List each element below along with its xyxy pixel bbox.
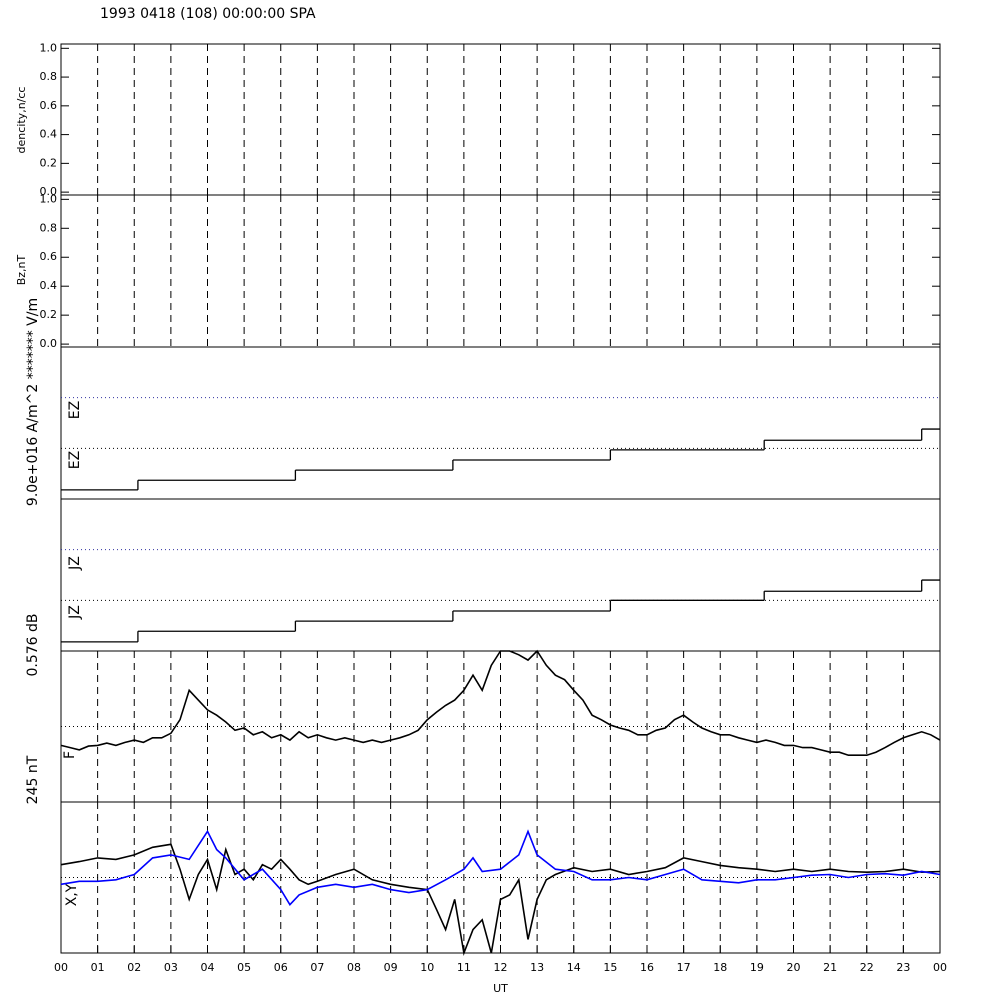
data-line: [60, 829, 941, 907]
y-tick-label: 0.8: [40, 221, 58, 234]
data-line: [60, 843, 941, 956]
y-axis-label: 0.576 dB: [25, 613, 41, 676]
x-tick-label: 20: [787, 961, 801, 974]
x-tick-label: 10: [420, 961, 434, 974]
x-tick-label: 14: [567, 961, 581, 974]
y-axis-label: dencity,n/cc: [15, 87, 28, 154]
x-tick-label: 00: [933, 961, 947, 974]
x-tick-label: 03: [164, 961, 178, 974]
y-tick-label: 0.8: [40, 70, 58, 83]
x-tick-label: 18: [713, 961, 727, 974]
panel-label: JZ: [67, 556, 83, 571]
panel-label: EZ: [67, 451, 83, 469]
y-tick-label: 0.4: [40, 128, 58, 141]
x-axis-label: UT: [493, 982, 508, 995]
y-tick-label: 0.2: [40, 308, 58, 321]
y-tick-label: 1.0: [40, 41, 58, 54]
x-tick-label: 21: [823, 961, 837, 974]
y-axis-label: Bz,nT: [15, 254, 28, 285]
y-tick-label: 0.4: [40, 279, 58, 292]
panel-frame: [60, 498, 941, 652]
x-tick-label: 02: [127, 961, 141, 974]
x-tick-label: 17: [677, 961, 691, 974]
x-tick-label: 11: [457, 961, 471, 974]
x-tick-label: 08: [347, 961, 361, 974]
panel-label: X,Y: [64, 883, 80, 906]
x-tick-label: 16: [640, 961, 654, 974]
x-tick-label: 19: [750, 961, 764, 974]
y-axis-label: 9.0e+016 A/m^2 ******* V/m: [25, 298, 41, 506]
x-tick-label: 01: [91, 961, 105, 974]
y-tick-label: 0.0: [40, 337, 58, 350]
y-axis-label: 245 nT: [25, 755, 41, 804]
x-tick-label: 09: [384, 961, 398, 974]
y-tick-label: 0.6: [40, 250, 58, 263]
x-tick-label: 07: [310, 961, 324, 974]
x-tick-label: 05: [237, 961, 251, 974]
chart-title: 1993 0418 (108) 00:00:00 SPA: [100, 6, 316, 22]
x-tick-label: 04: [201, 961, 215, 974]
x-tick-label: 23: [896, 961, 910, 974]
panel-frame: [60, 346, 941, 500]
y-tick-label: 0.6: [40, 99, 58, 112]
x-tick-label: 22: [860, 961, 874, 974]
panel-label: F: [62, 751, 78, 759]
y-tick-label: 0.2: [40, 156, 58, 169]
x-tick-label: 12: [494, 961, 508, 974]
x-tick-label: 15: [603, 961, 617, 974]
x-tick-label: 00: [54, 961, 68, 974]
y-tick-label: 1.0: [40, 192, 58, 205]
panel-label: JZ: [67, 605, 83, 620]
data-line: [60, 649, 941, 756]
panel-label: EZ: [67, 401, 83, 419]
x-tick-label: 06: [274, 961, 288, 974]
y-tick-label: 0.0: [40, 185, 58, 198]
x-tick-label: 13: [530, 961, 544, 974]
